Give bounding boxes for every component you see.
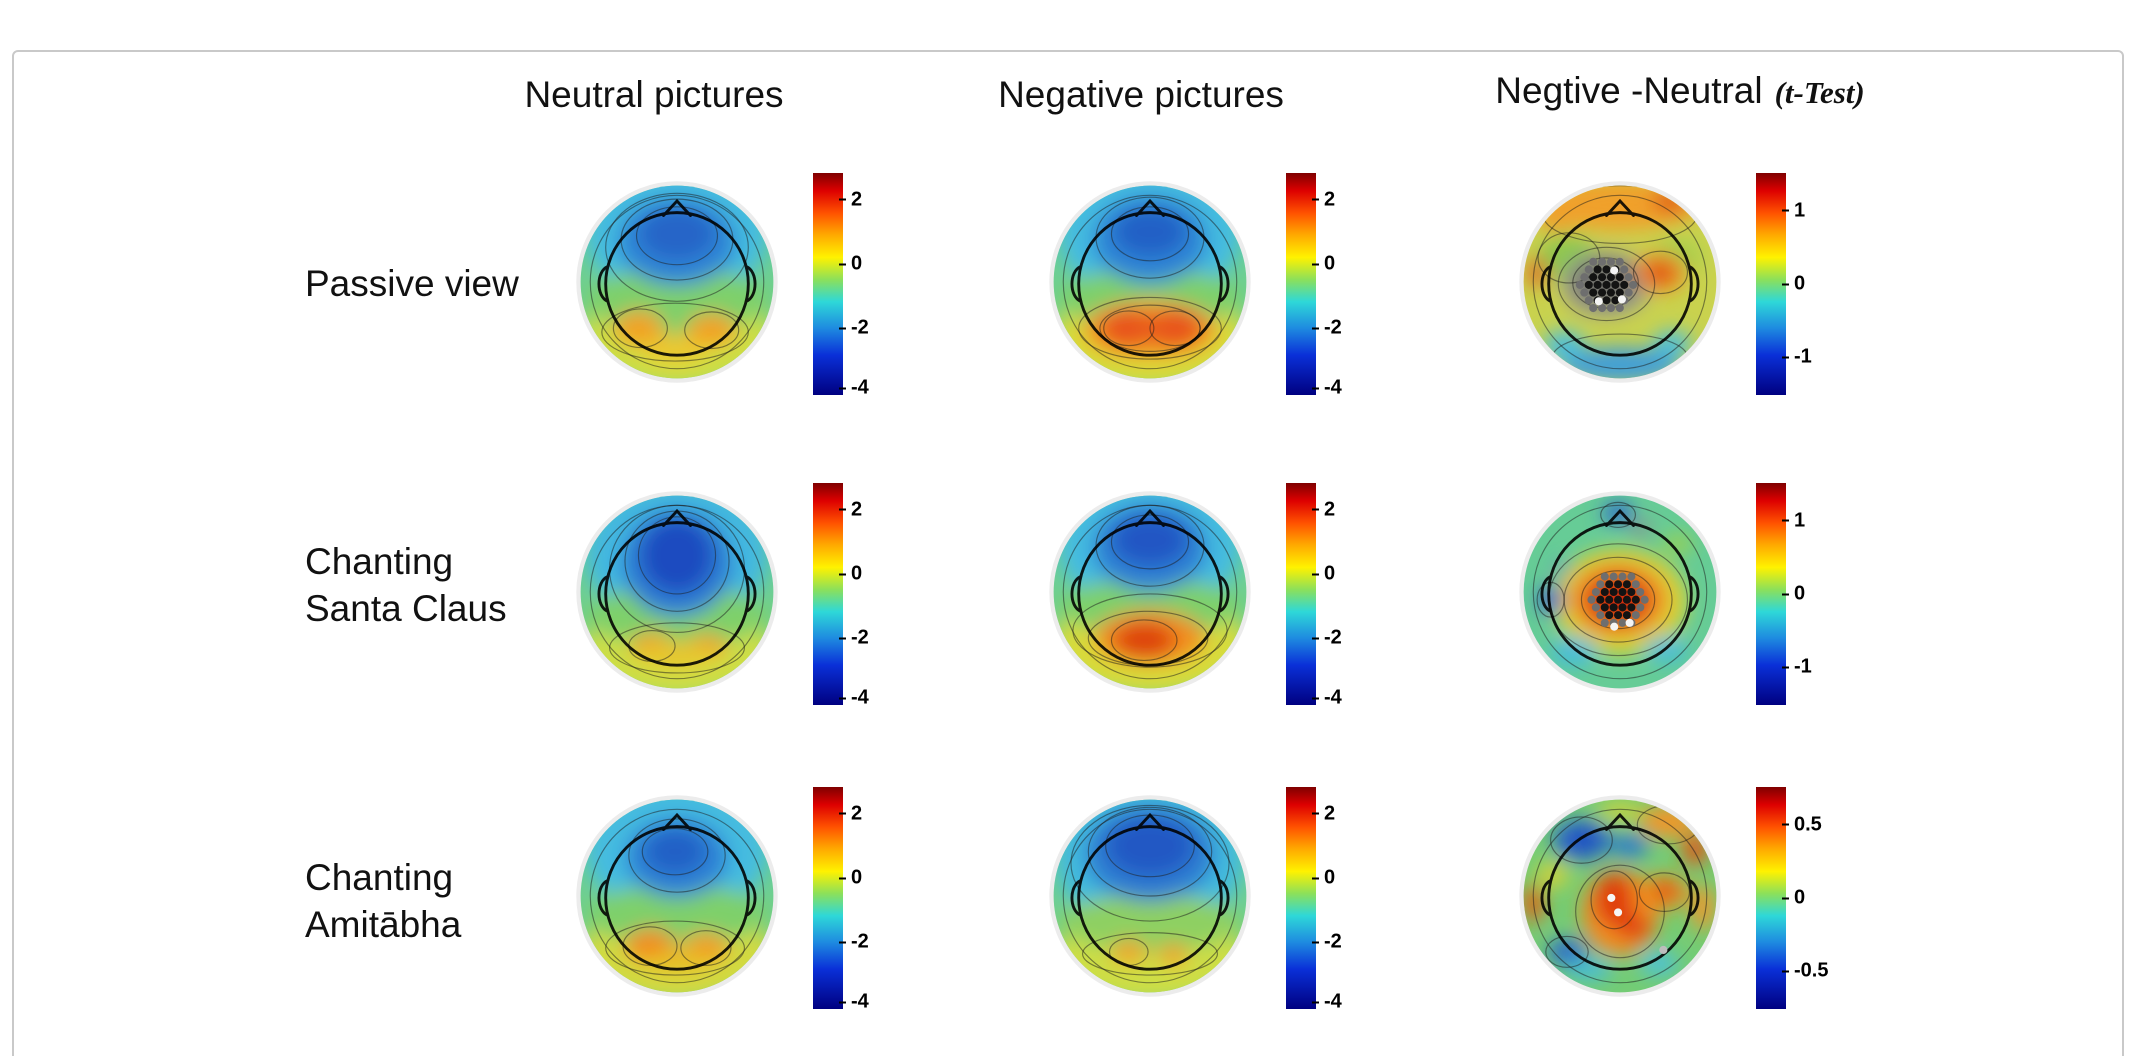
row-label-passive-view: Passive view <box>305 260 519 307</box>
row-label-line: Passive view <box>305 263 519 304</box>
colorbar-tick: 0 <box>1311 866 1336 889</box>
row-label-line: Amitābha <box>305 904 462 945</box>
colorbar-gradient <box>1756 483 1786 705</box>
column-title-negative-pictures: Negative pictures <box>998 74 1284 115</box>
cell-santa-negative: 2 0 -2 -4 <box>1044 483 1342 709</box>
ttest-annotation: (t-Test) <box>1774 75 1865 110</box>
colorbar-gradient <box>813 483 843 705</box>
column-title-neutral-pictures: Neutral pictures <box>524 74 784 115</box>
colorbar-tick: 0 <box>838 252 863 275</box>
colorbar-tick: 0 <box>1781 886 1806 909</box>
colorbar-tick: -4 <box>1312 376 1342 399</box>
colorbar-tick: -1 <box>1782 345 1812 368</box>
colorbar: 1 0 -1 <box>1756 483 1812 705</box>
cell-santa-ttest: 1 0 -1 <box>1514 483 1812 707</box>
topomap-amitabha-negative <box>1044 790 1256 1002</box>
colorbar: 1 0 -1 <box>1756 173 1812 395</box>
cell-santa-neutral: 2 0 -2 -4 <box>571 483 869 709</box>
colorbar-gradient <box>813 173 843 395</box>
colorbar: 2 0 -2 -4 <box>813 483 869 709</box>
colorbar-tick: 0 <box>1311 252 1336 275</box>
cell-amitabha-neutral: 2 0 -2 -4 <box>571 787 869 1013</box>
colorbar: 2 0 -2 -4 <box>813 173 869 399</box>
topomap-passive-negative <box>1044 176 1256 388</box>
colorbar-tick: -2 <box>839 626 869 649</box>
row-label-line: Chanting <box>305 857 454 898</box>
colorbar-tick: 2 <box>838 188 863 211</box>
column-title-ttest-text: Negtive -Neutral <box>1495 70 1763 111</box>
colorbar-tick: 0 <box>1781 582 1806 605</box>
topomap-santa-ttest <box>1514 486 1726 698</box>
colorbar-gradient <box>1756 173 1786 395</box>
colorbar-tick: -4 <box>1312 686 1342 709</box>
row-label-line: Santa Claus <box>305 588 507 629</box>
colorbar-tick: 2 <box>1311 802 1336 825</box>
colorbar-tick: -4 <box>839 990 869 1013</box>
colorbar: 2 0 -2 -4 <box>1286 483 1342 709</box>
topomap-passive-ttest <box>1514 176 1726 388</box>
column-title-ttest: Negtive -Neutral (t-Test) <box>1400 70 1960 112</box>
colorbar-tick: -4 <box>839 376 869 399</box>
row-label-chanting-amitabha: Chanting Amitābha <box>305 854 461 948</box>
topomap-passive-neutral <box>571 176 783 388</box>
figure-frame <box>12 50 2124 1056</box>
topomap-amitabha-ttest <box>1514 790 1726 1002</box>
colorbar-tick: -2 <box>839 930 869 953</box>
colorbar-tick: 0 <box>838 866 863 889</box>
colorbar: 0.5 0 -0.5 <box>1756 787 1828 1009</box>
cell-passive-negative: 2 0 -2 -4 <box>1044 173 1342 399</box>
colorbar-gradient <box>1286 173 1316 395</box>
cell-passive-ttest: 1 0 -1 <box>1514 173 1812 397</box>
topomap-amitabha-neutral <box>571 790 783 1002</box>
colorbar: 2 0 -2 -4 <box>1286 787 1342 1013</box>
colorbar-tick: 1 <box>1781 509 1806 532</box>
colorbar-gradient <box>1756 787 1786 1009</box>
colorbar-tick: 2 <box>1311 188 1336 211</box>
colorbar-tick: -2 <box>1312 316 1342 339</box>
colorbar-tick: -2 <box>1312 626 1342 649</box>
colorbar-tick: -2 <box>1312 930 1342 953</box>
colorbar-gradient <box>813 787 843 1009</box>
topomap-santa-neutral <box>571 486 783 698</box>
colorbar-gradient <box>1286 483 1316 705</box>
row-label-chanting-santa-claus: Chanting Santa Claus <box>305 538 507 632</box>
colorbar-tick: -4 <box>1312 990 1342 1013</box>
colorbar-tick: -1 <box>1782 655 1812 678</box>
cell-passive-neutral: 2 0 -2 -4 <box>571 173 869 399</box>
topomap-santa-negative <box>1044 486 1256 698</box>
colorbar-tick: 1 <box>1781 199 1806 222</box>
colorbar-gradient <box>1286 787 1316 1009</box>
colorbar: 2 0 -2 -4 <box>1286 173 1342 399</box>
cell-amitabha-negative: 2 0 -2 -4 <box>1044 787 1342 1013</box>
row-label-line: Chanting <box>305 541 454 582</box>
cell-amitabha-ttest: 0.5 0 -0.5 <box>1514 787 1828 1011</box>
colorbar: 2 0 -2 -4 <box>813 787 869 1013</box>
colorbar-tick: 0.5 <box>1782 813 1822 836</box>
colorbar-tick: -0.5 <box>1781 959 1829 982</box>
colorbar-tick: 0 <box>1311 562 1336 585</box>
colorbar-tick: -4 <box>839 686 869 709</box>
colorbar-tick: 2 <box>1311 498 1336 521</box>
colorbar-tick: 0 <box>1781 272 1806 295</box>
colorbar-tick: 2 <box>838 498 863 521</box>
colorbar-tick: 0 <box>838 562 863 585</box>
colorbar-tick: -2 <box>839 316 869 339</box>
colorbar-tick: 2 <box>838 802 863 825</box>
